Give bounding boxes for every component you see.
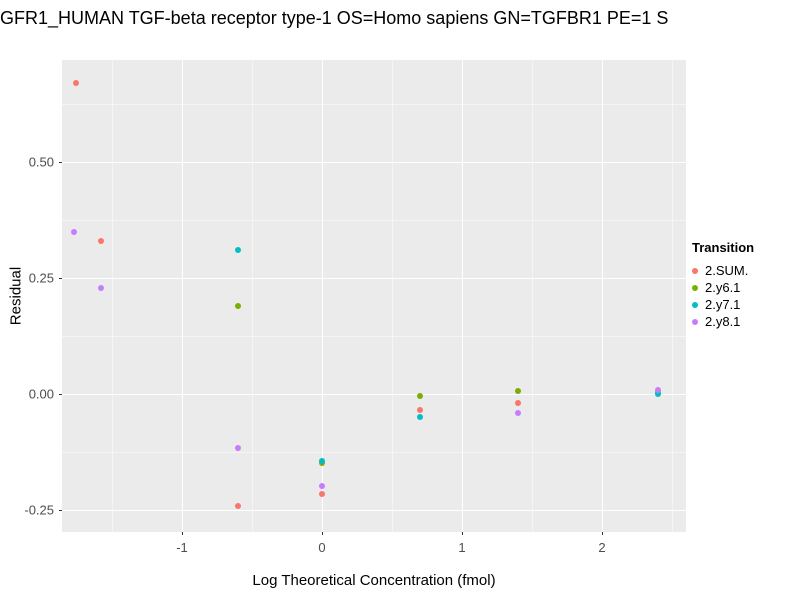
data-point-2-y8-1 [71, 228, 78, 235]
data-point-2-y7-1 [318, 458, 325, 465]
gridline-minor-x [671, 60, 673, 532]
gridline-major-y [62, 278, 686, 280]
data-point-2-SUM- [318, 490, 325, 497]
x-tick-mark [181, 532, 183, 535]
gridline-minor-x [111, 60, 113, 532]
legend-key-dot [692, 301, 698, 308]
gridline-minor-x [391, 60, 393, 532]
x-axis-title: Log Theoretical Concentration (fmol) [252, 572, 496, 589]
y-tick-label: -0.25 [24, 502, 54, 518]
legend-title: Transition [692, 240, 755, 255]
data-point-2-y8-1 [97, 285, 104, 292]
legend-entry-label: 2.y6.1 [705, 280, 741, 295]
gridline-minor-x [251, 60, 253, 532]
gridline-minor-x [531, 60, 533, 532]
data-point-2-SUM- [416, 407, 423, 414]
legend-entry-label: 2.y8.1 [705, 314, 741, 329]
y-tick-label: 0.00 [28, 386, 54, 402]
gridline-minor-y [62, 220, 686, 222]
y-tick-mark [59, 162, 62, 164]
legend-entry-label: 2.SUM. [705, 263, 749, 278]
gridline-major-x [461, 60, 463, 532]
x-tick-label: 1 [458, 540, 466, 555]
x-tick-label: -1 [176, 540, 188, 555]
gridline-minor-y [62, 104, 686, 106]
y-tick-mark [59, 278, 62, 280]
gridline-minor-y [62, 336, 686, 338]
data-point-2-SUM- [514, 400, 521, 407]
data-point-2-y6-1 [234, 302, 241, 309]
x-tick-mark [601, 532, 603, 535]
x-tick-mark [461, 532, 463, 535]
y-tick-label: 0.50 [28, 154, 54, 170]
legend-key-dot [692, 284, 698, 291]
y-tick-mark [59, 510, 62, 512]
x-tick-label: 2 [598, 540, 606, 555]
legend: Transition 2.SUM. 2.y6.1 2.y7.1 2.y8.1 [692, 240, 754, 330]
data-point-2-y8-1 [318, 483, 325, 490]
legend-key-dot [692, 267, 698, 274]
x-tick-label: 0 [318, 540, 326, 555]
data-point-2-y8-1 [514, 409, 521, 416]
legend-entry: 2.y8.1 [692, 313, 754, 330]
y-axis-title: Residual [7, 266, 25, 326]
gridline-major-y [62, 162, 686, 164]
gridline-major-y [62, 510, 686, 512]
data-point-2-SUM- [97, 238, 104, 244]
gridline-major-x [601, 60, 603, 532]
data-point-2-y7-1 [416, 414, 423, 421]
data-point-2-y7-1 [234, 247, 241, 254]
chart-title: GFR1_HUMAN TGF-beta receptor type-1 OS=H… [0, 8, 669, 28]
gridline-minor-y [62, 452, 686, 454]
data-point-2-y8-1 [234, 444, 241, 451]
data-point-2-y8-1 [654, 386, 661, 393]
legend-entry: 2.y7.1 [692, 296, 754, 313]
data-point-2-SUM- [234, 502, 241, 509]
gridline-major-x [321, 60, 323, 532]
y-tick-label: 0.25 [28, 270, 54, 286]
legend-key-dot [692, 318, 698, 325]
gridline-major-y [62, 394, 686, 396]
data-point-2-y7-1 [654, 391, 661, 398]
data-point-2-y6-1 [416, 393, 423, 400]
legend-entry: 2.y6.1 [692, 279, 754, 296]
data-point-2-SUM- [72, 80, 79, 87]
gridline-major-x [181, 60, 183, 532]
data-point-2-y6-1 [514, 387, 521, 394]
legend-entries: 2.SUM. 2.y6.1 2.y7.1 2.y8.1 [692, 262, 754, 330]
y-tick-mark [59, 394, 62, 396]
x-tick-mark [321, 532, 323, 535]
legend-entry-label: 2.y7.1 [705, 297, 741, 312]
plot-panel [62, 60, 686, 532]
legend-entry: 2.SUM. [692, 262, 754, 279]
